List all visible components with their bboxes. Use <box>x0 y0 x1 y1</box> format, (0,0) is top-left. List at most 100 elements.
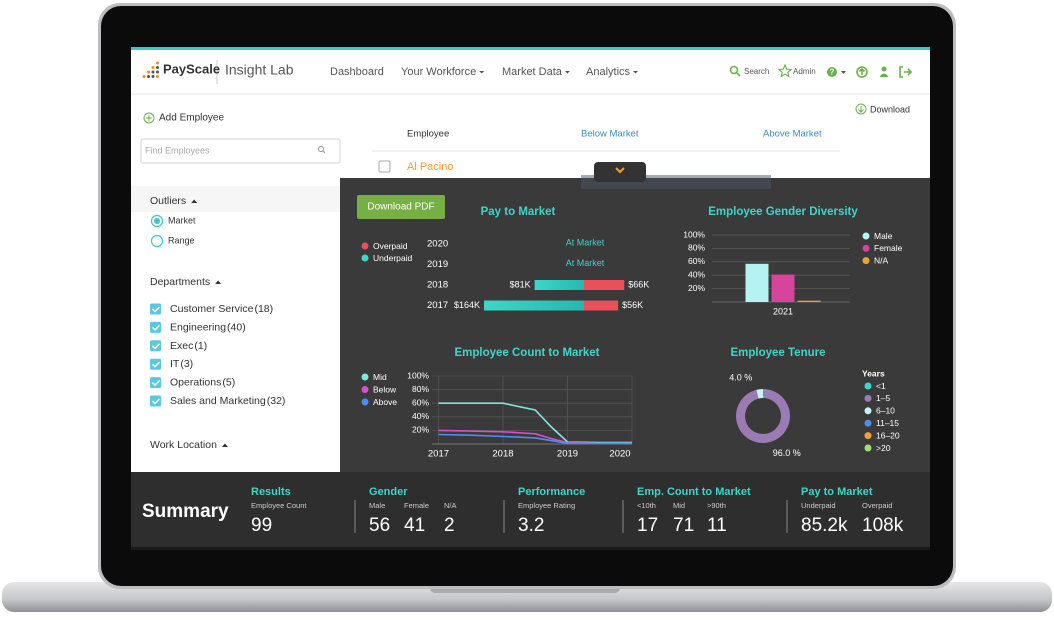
department-label: Engineering(40) <box>170 321 246 333</box>
checkbox[interactable] <box>150 395 161 407</box>
summary-edge <box>131 547 930 550</box>
department-count: (18) <box>254 303 273 315</box>
checkbox[interactable] <box>150 303 161 315</box>
user-icon-head[interactable] <box>881 66 887 72</box>
radio-dot <box>154 218 160 224</box>
checkbox[interactable] <box>150 377 161 389</box>
department-label: IT(3) <box>170 358 193 370</box>
search-input[interactable] <box>140 138 341 164</box>
row-checkbox[interactable] <box>378 160 391 173</box>
nav-link[interactable]: Dashboard <box>330 66 384 78</box>
summary-group-title: Pay to Market <box>801 486 873 498</box>
department-name: Sales and Marketing <box>170 395 266 407</box>
brand: PayScale <box>163 61 220 76</box>
nav-caret <box>564 71 570 74</box>
radio[interactable] <box>150 234 164 248</box>
logo-dot <box>151 70 155 74</box>
admin-link[interactable]: Admin <box>793 67 816 76</box>
summary-label: Female <box>404 501 429 510</box>
department-label: Customer Service(18) <box>170 303 273 315</box>
y-tick-label: 20% <box>412 425 429 435</box>
summary-label: Overpaid <box>862 501 892 510</box>
search-icon[interactable] <box>729 65 739 75</box>
checkbox-tick <box>151 361 161 368</box>
product-name: Insight Lab <box>225 62 294 78</box>
logo-dot <box>142 75 146 78</box>
section-caret <box>215 280 222 284</box>
section-caret <box>191 199 198 203</box>
download-link[interactable]: Download <box>870 104 910 114</box>
value-label: $56K <box>622 300 643 310</box>
y-tick-label: 100% <box>683 229 705 239</box>
add-employee[interactable]: Add Employee <box>159 113 224 124</box>
download-pdf-button[interactable] <box>357 195 445 219</box>
checkbox[interactable] <box>150 340 161 352</box>
add-icon-plus <box>146 115 152 121</box>
nav-link[interactable]: Market Data <box>502 66 563 78</box>
category-label: 2018 <box>427 280 448 291</box>
legend-label: >20 <box>876 443 891 453</box>
legend-swatch <box>864 444 872 452</box>
nav-link[interactable]: Your Workforce <box>401 66 476 78</box>
department-name: Customer Service <box>170 303 254 315</box>
category-label: 2017 <box>427 300 448 311</box>
download-pdf-label[interactable]: Download PDF <box>367 202 434 213</box>
summary-group-title: Gender <box>369 486 408 498</box>
radio-label: Market <box>168 215 196 225</box>
input-search-handle <box>322 150 326 154</box>
user-icon-body <box>879 73 889 77</box>
nav-link[interactable]: Analytics <box>586 66 631 78</box>
checkbox-tick <box>151 324 161 331</box>
legend-label: Male <box>874 231 893 241</box>
annotation: At Market <box>566 258 605 268</box>
logo-dot <box>151 66 155 69</box>
upload-icon[interactable] <box>856 66 868 78</box>
search-link[interactable]: Search <box>744 67 769 76</box>
summary-label: Employee Count <box>251 501 307 510</box>
legend-swatch <box>864 382 872 390</box>
department-count: (32) <box>267 395 286 407</box>
logout-icon[interactable] <box>899 66 913 78</box>
department-label: Exec(1) <box>170 340 207 352</box>
legend-swatch <box>862 244 870 252</box>
summary-bar <box>131 472 930 550</box>
section-title[interactable]: Outliers <box>150 195 186 207</box>
legend-label: Below <box>373 384 397 394</box>
section-title[interactable]: Departments <box>150 276 210 288</box>
chart-title: Employee Gender Diversity <box>708 206 858 218</box>
checkbox[interactable] <box>150 321 161 333</box>
section-title[interactable]: Work Location <box>150 439 217 451</box>
column-header: Employee <box>407 129 449 140</box>
column-header: Below Market <box>581 129 639 140</box>
checkbox-tick <box>151 398 161 405</box>
star-icon[interactable] <box>777 63 793 78</box>
summary-value: 2 <box>444 515 455 536</box>
department-name: IT <box>170 358 180 370</box>
download-icon[interactable] <box>855 103 867 115</box>
download-arrow <box>858 106 864 113</box>
department-count: (3) <box>180 358 193 370</box>
department-count: (40) <box>227 321 246 333</box>
y-tick-label: 60% <box>412 397 429 407</box>
add-icon[interactable] <box>143 112 155 124</box>
search-placeholder: Find Employees <box>145 145 210 155</box>
legend-swatch <box>864 432 872 440</box>
employee-name[interactable]: Al Pacino <box>407 161 453 173</box>
summary-value: 11 <box>707 515 727 536</box>
bar <box>771 274 795 302</box>
checkbox[interactable] <box>150 358 161 370</box>
legend-label: 16–20 <box>876 430 900 440</box>
value-label: 96.0 % <box>773 448 801 458</box>
department-count: (1) <box>194 340 207 352</box>
x-tick-label: 2019 <box>557 449 578 460</box>
y-tick-label: 20% <box>688 283 705 293</box>
category-label: 2020 <box>427 239 448 250</box>
summary-label: Employee Rating <box>518 501 575 510</box>
nav-caret <box>479 71 485 74</box>
legend-swatch <box>361 373 369 381</box>
legend-label: Female <box>874 243 903 253</box>
laptop-base <box>2 582 1052 612</box>
annotation: At Market <box>566 237 605 247</box>
help-icon[interactable] <box>827 67 837 77</box>
